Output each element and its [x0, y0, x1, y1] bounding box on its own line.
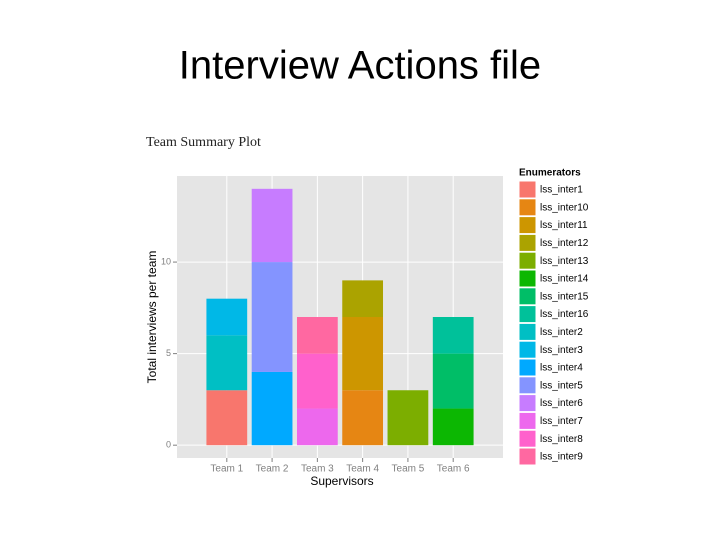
legend-label: lss_inter11 [540, 220, 588, 231]
legend-label: lss_inter9 [540, 452, 583, 463]
bar-segment [342, 390, 384, 446]
legend-label: lss_inter3 [540, 345, 583, 356]
legend-key [518, 447, 537, 466]
legend-key [518, 251, 537, 270]
legend-label: lss_inter16 [540, 309, 589, 320]
legend-key [518, 358, 537, 377]
legend-key [518, 216, 537, 235]
bar-segment [206, 390, 248, 446]
x-tick-label: Team 1 [210, 464, 243, 475]
legend-label: lss_inter10 [540, 202, 589, 213]
x-tick-label: Team 4 [346, 464, 379, 475]
legend-key [518, 305, 537, 324]
bar-segment [296, 317, 338, 354]
bar-segment [342, 317, 384, 391]
bar-segment [206, 335, 248, 391]
legend-key [518, 394, 537, 413]
bar-segment [432, 408, 474, 446]
y-axis-label: Total interviews per team [145, 251, 159, 384]
legend-label: lss_inter14 [540, 274, 589, 285]
bar-segment [251, 371, 293, 446]
legend-key [518, 287, 537, 306]
bar-segment [432, 317, 474, 354]
bar-segment [387, 390, 429, 446]
bar-segment [432, 353, 474, 409]
legend-label: lss_inter6 [540, 398, 583, 409]
y-tick-label: 10 [161, 256, 171, 266]
legend-key [518, 180, 537, 199]
y-tick-label: 5 [166, 348, 171, 358]
legend-key [518, 376, 537, 395]
slide-title: Interview Actions file [179, 44, 541, 88]
bar-segment [296, 353, 338, 409]
legend-key [518, 269, 537, 288]
x-tick-label: Team 2 [256, 464, 289, 475]
legend-label: lss_inter4 [540, 363, 583, 374]
legend-label: lss_inter8 [540, 434, 583, 445]
legend-label: lss_inter7 [540, 416, 583, 427]
y-tick-label: 0 [166, 440, 171, 450]
x-axis-label: Supervisors [310, 474, 373, 488]
legend-key [518, 429, 537, 448]
x-tick-label: Team 6 [437, 464, 470, 475]
bar-segment [251, 262, 293, 372]
legend-label: lss_inter15 [540, 291, 589, 302]
legend-key [518, 233, 537, 252]
chart-title: Team Summary Plot [146, 135, 261, 150]
legend-label: lss_inter5 [540, 380, 583, 391]
x-tick-label: Team 5 [392, 464, 425, 475]
bar-segment [251, 188, 293, 263]
legend-label: lss_inter2 [540, 327, 583, 338]
legend-label: lss_inter12 [540, 238, 589, 249]
bar-segment [296, 408, 338, 446]
legend-label: lss_inter13 [540, 256, 589, 267]
legend-title: Enumerators [519, 168, 581, 179]
legend-key [518, 340, 537, 359]
x-tick-label: Team 3 [301, 464, 334, 475]
legend-label: lss_inter1 [540, 185, 583, 196]
legend-key [518, 322, 537, 341]
bar-segment [206, 298, 248, 336]
legend-key [518, 411, 537, 430]
legend-key [518, 198, 537, 217]
bar-segment [342, 280, 384, 317]
